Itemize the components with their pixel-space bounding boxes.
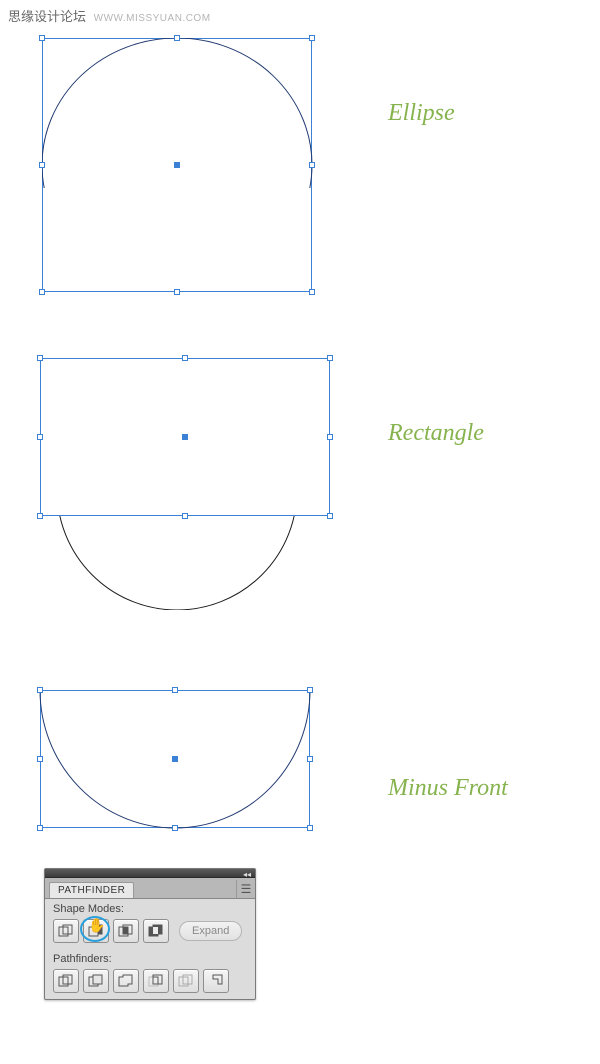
pathfinder-minus-back-button[interactable] xyxy=(203,969,229,993)
shape-mode-intersect-button[interactable] xyxy=(113,919,139,943)
handle-tr[interactable] xyxy=(309,35,315,41)
expand-button[interactable]: Expand xyxy=(179,921,242,941)
pathfinder-tab[interactable]: PATHFINDER xyxy=(49,882,134,898)
pathfinder-merge-button[interactable] xyxy=(113,969,139,993)
handle-br[interactable] xyxy=(307,825,313,831)
pathfinder-trim-button[interactable] xyxy=(83,969,109,993)
handle-tl[interactable] xyxy=(39,35,45,41)
handle-br[interactable] xyxy=(309,289,315,295)
panel-tab-row: PATHFINDER ☰ xyxy=(45,878,255,899)
handle-bl[interactable] xyxy=(39,289,45,295)
step1-label: Ellipse xyxy=(388,100,455,127)
pathfinder-crop-button[interactable] xyxy=(143,969,169,993)
handle-bm[interactable] xyxy=(172,825,178,831)
shape-modes-row: Expand xyxy=(45,917,255,949)
watermark-url: WWW.MISSYUAN.COM xyxy=(94,13,211,24)
handle-bl[interactable] xyxy=(37,825,43,831)
panel-titlebar[interactable]: ◂◂ xyxy=(45,869,255,878)
handle-tl[interactable] xyxy=(37,687,43,693)
handle-ml[interactable] xyxy=(37,434,43,440)
shape-mode-unite-button[interactable] xyxy=(53,919,79,943)
handle-mr[interactable] xyxy=(327,434,333,440)
pathfinder-outline-button[interactable] xyxy=(173,969,199,993)
pathfinder-divide-button[interactable] xyxy=(53,969,79,993)
handle-tl[interactable] xyxy=(37,355,43,361)
step3-label: Minus Front xyxy=(388,775,508,802)
handle-ml[interactable] xyxy=(37,756,43,762)
step3-result-bbox[interactable] xyxy=(40,690,310,828)
center-anchor[interactable] xyxy=(174,162,180,168)
half-circle-shape xyxy=(40,690,340,840)
panel-menu-icon[interactable]: ☰ xyxy=(236,880,255,898)
handle-mr[interactable] xyxy=(309,162,315,168)
step2-label: Rectangle xyxy=(388,420,484,447)
shape-modes-label: Shape Modes: xyxy=(45,899,255,917)
step1-bounding-box[interactable] xyxy=(42,38,312,292)
center-anchor[interactable] xyxy=(172,756,178,762)
handle-bm[interactable] xyxy=(182,513,188,519)
pathfinders-label: Pathfinders: xyxy=(45,949,255,967)
collapse-arrows-icon[interactable]: ◂◂ xyxy=(243,870,251,879)
handle-bm[interactable] xyxy=(174,289,180,295)
pathfinders-row xyxy=(45,967,255,999)
handle-tr[interactable] xyxy=(327,355,333,361)
center-anchor[interactable] xyxy=(182,434,188,440)
handle-tm[interactable] xyxy=(182,355,188,361)
pathfinder-panel[interactable]: ◂◂ PATHFINDER ☰ Shape Modes: Expand Path… xyxy=(44,868,256,1000)
handle-tm[interactable] xyxy=(172,687,178,693)
handle-ml[interactable] xyxy=(39,162,45,168)
shape-mode-exclude-button[interactable] xyxy=(143,919,169,943)
handle-tm[interactable] xyxy=(174,35,180,41)
ellipse-shape xyxy=(42,38,342,188)
handle-tr[interactable] xyxy=(307,687,313,693)
tutorial-canvas: 思缘设计论坛 WWW.MISSYUAN.COM Ellipse Rectangl… xyxy=(0,0,600,1064)
handle-br[interactable] xyxy=(327,513,333,519)
handle-mr[interactable] xyxy=(307,756,313,762)
step2-rectangle-bbox[interactable] xyxy=(40,358,330,516)
hand-cursor-icon: ✋ xyxy=(88,917,105,934)
watermark-cn: 思缘设计论坛 xyxy=(8,9,86,24)
watermark: 思缘设计论坛 WWW.MISSYUAN.COM xyxy=(8,6,211,25)
handle-bl[interactable] xyxy=(37,513,43,519)
